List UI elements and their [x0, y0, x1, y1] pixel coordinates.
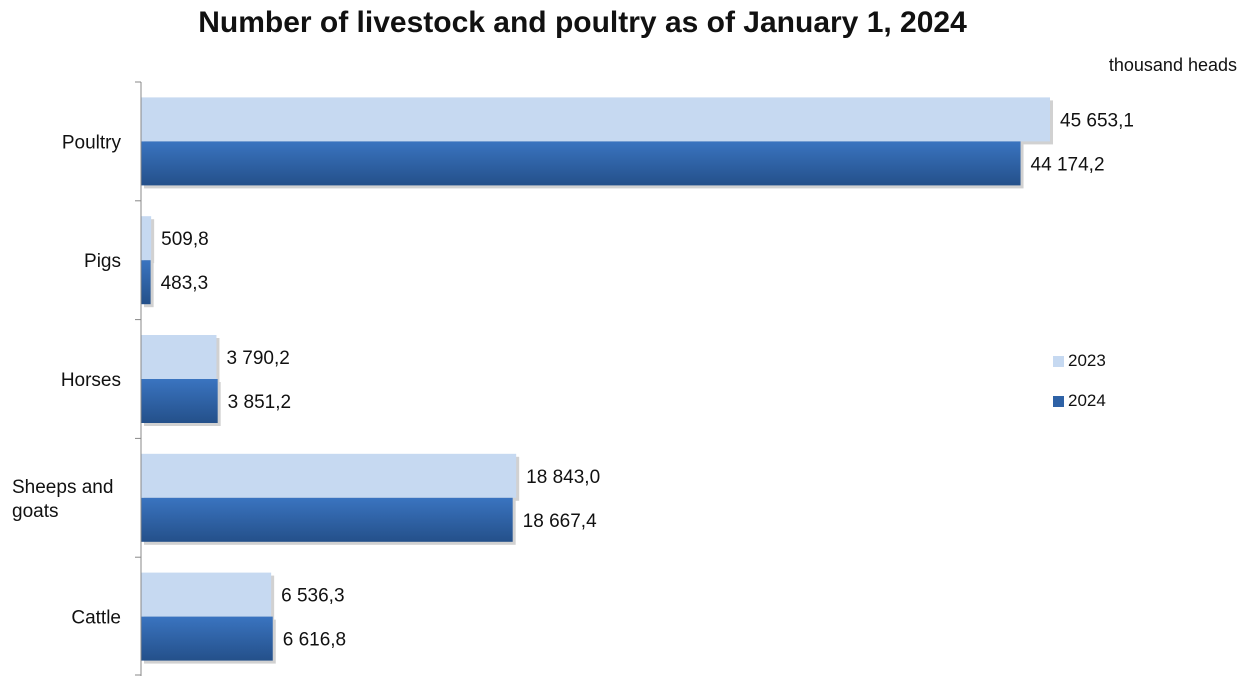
chart-title: Number of livestock and poultry as of Ja… — [198, 6, 967, 39]
value-label-2024: 6 616,8 — [283, 630, 346, 651]
category-label: Poultry — [62, 132, 122, 153]
legend-item-2023: 2023 — [1053, 350, 1106, 372]
value-label-2023: 3 790,2 — [226, 348, 289, 369]
category-label: Cattle — [71, 608, 121, 629]
bar-2024-horses — [141, 379, 218, 423]
bar-2024-cattle — [141, 616, 273, 661]
bar-2024-sheeps-and-goats — [141, 497, 513, 542]
legend-label-2024: 2024 — [1068, 391, 1106, 410]
value-label-2023: 45 653,1 — [1060, 110, 1134, 131]
unit-label: thousand heads — [1108, 55, 1237, 75]
value-label-2024: 18 667,4 — [523, 511, 597, 532]
bar-2023-horses — [141, 335, 217, 379]
bar-2023-pigs — [141, 216, 152, 261]
legend: 2023 2024 — [1053, 350, 1106, 430]
category-label: Pigs — [84, 251, 121, 272]
bar-2023-poultry — [141, 97, 1050, 142]
value-label-2023: 6 536,3 — [281, 586, 344, 607]
value-label-2024: 44 174,2 — [1031, 154, 1105, 175]
category-label: Horses — [61, 370, 121, 391]
value-label-2023: 509,8 — [161, 229, 209, 250]
legend-label-2023: 2023 — [1068, 351, 1106, 370]
legend-swatch-2024 — [1053, 395, 1064, 407]
legend-swatch-2023 — [1053, 355, 1064, 367]
bar-2024-poultry — [141, 141, 1021, 186]
value-label-2024: 3 851,2 — [228, 392, 291, 413]
bar-2023-cattle — [141, 572, 272, 617]
value-label-2024: 483,3 — [161, 273, 209, 294]
bar-2023-sheeps-and-goats — [141, 453, 517, 498]
category-label: Sheeps and goats — [12, 477, 113, 522]
value-label-2023: 18 843,0 — [526, 467, 600, 488]
bar-2024-pigs — [141, 260, 151, 305]
legend-item-2024: 2024 — [1053, 390, 1106, 412]
